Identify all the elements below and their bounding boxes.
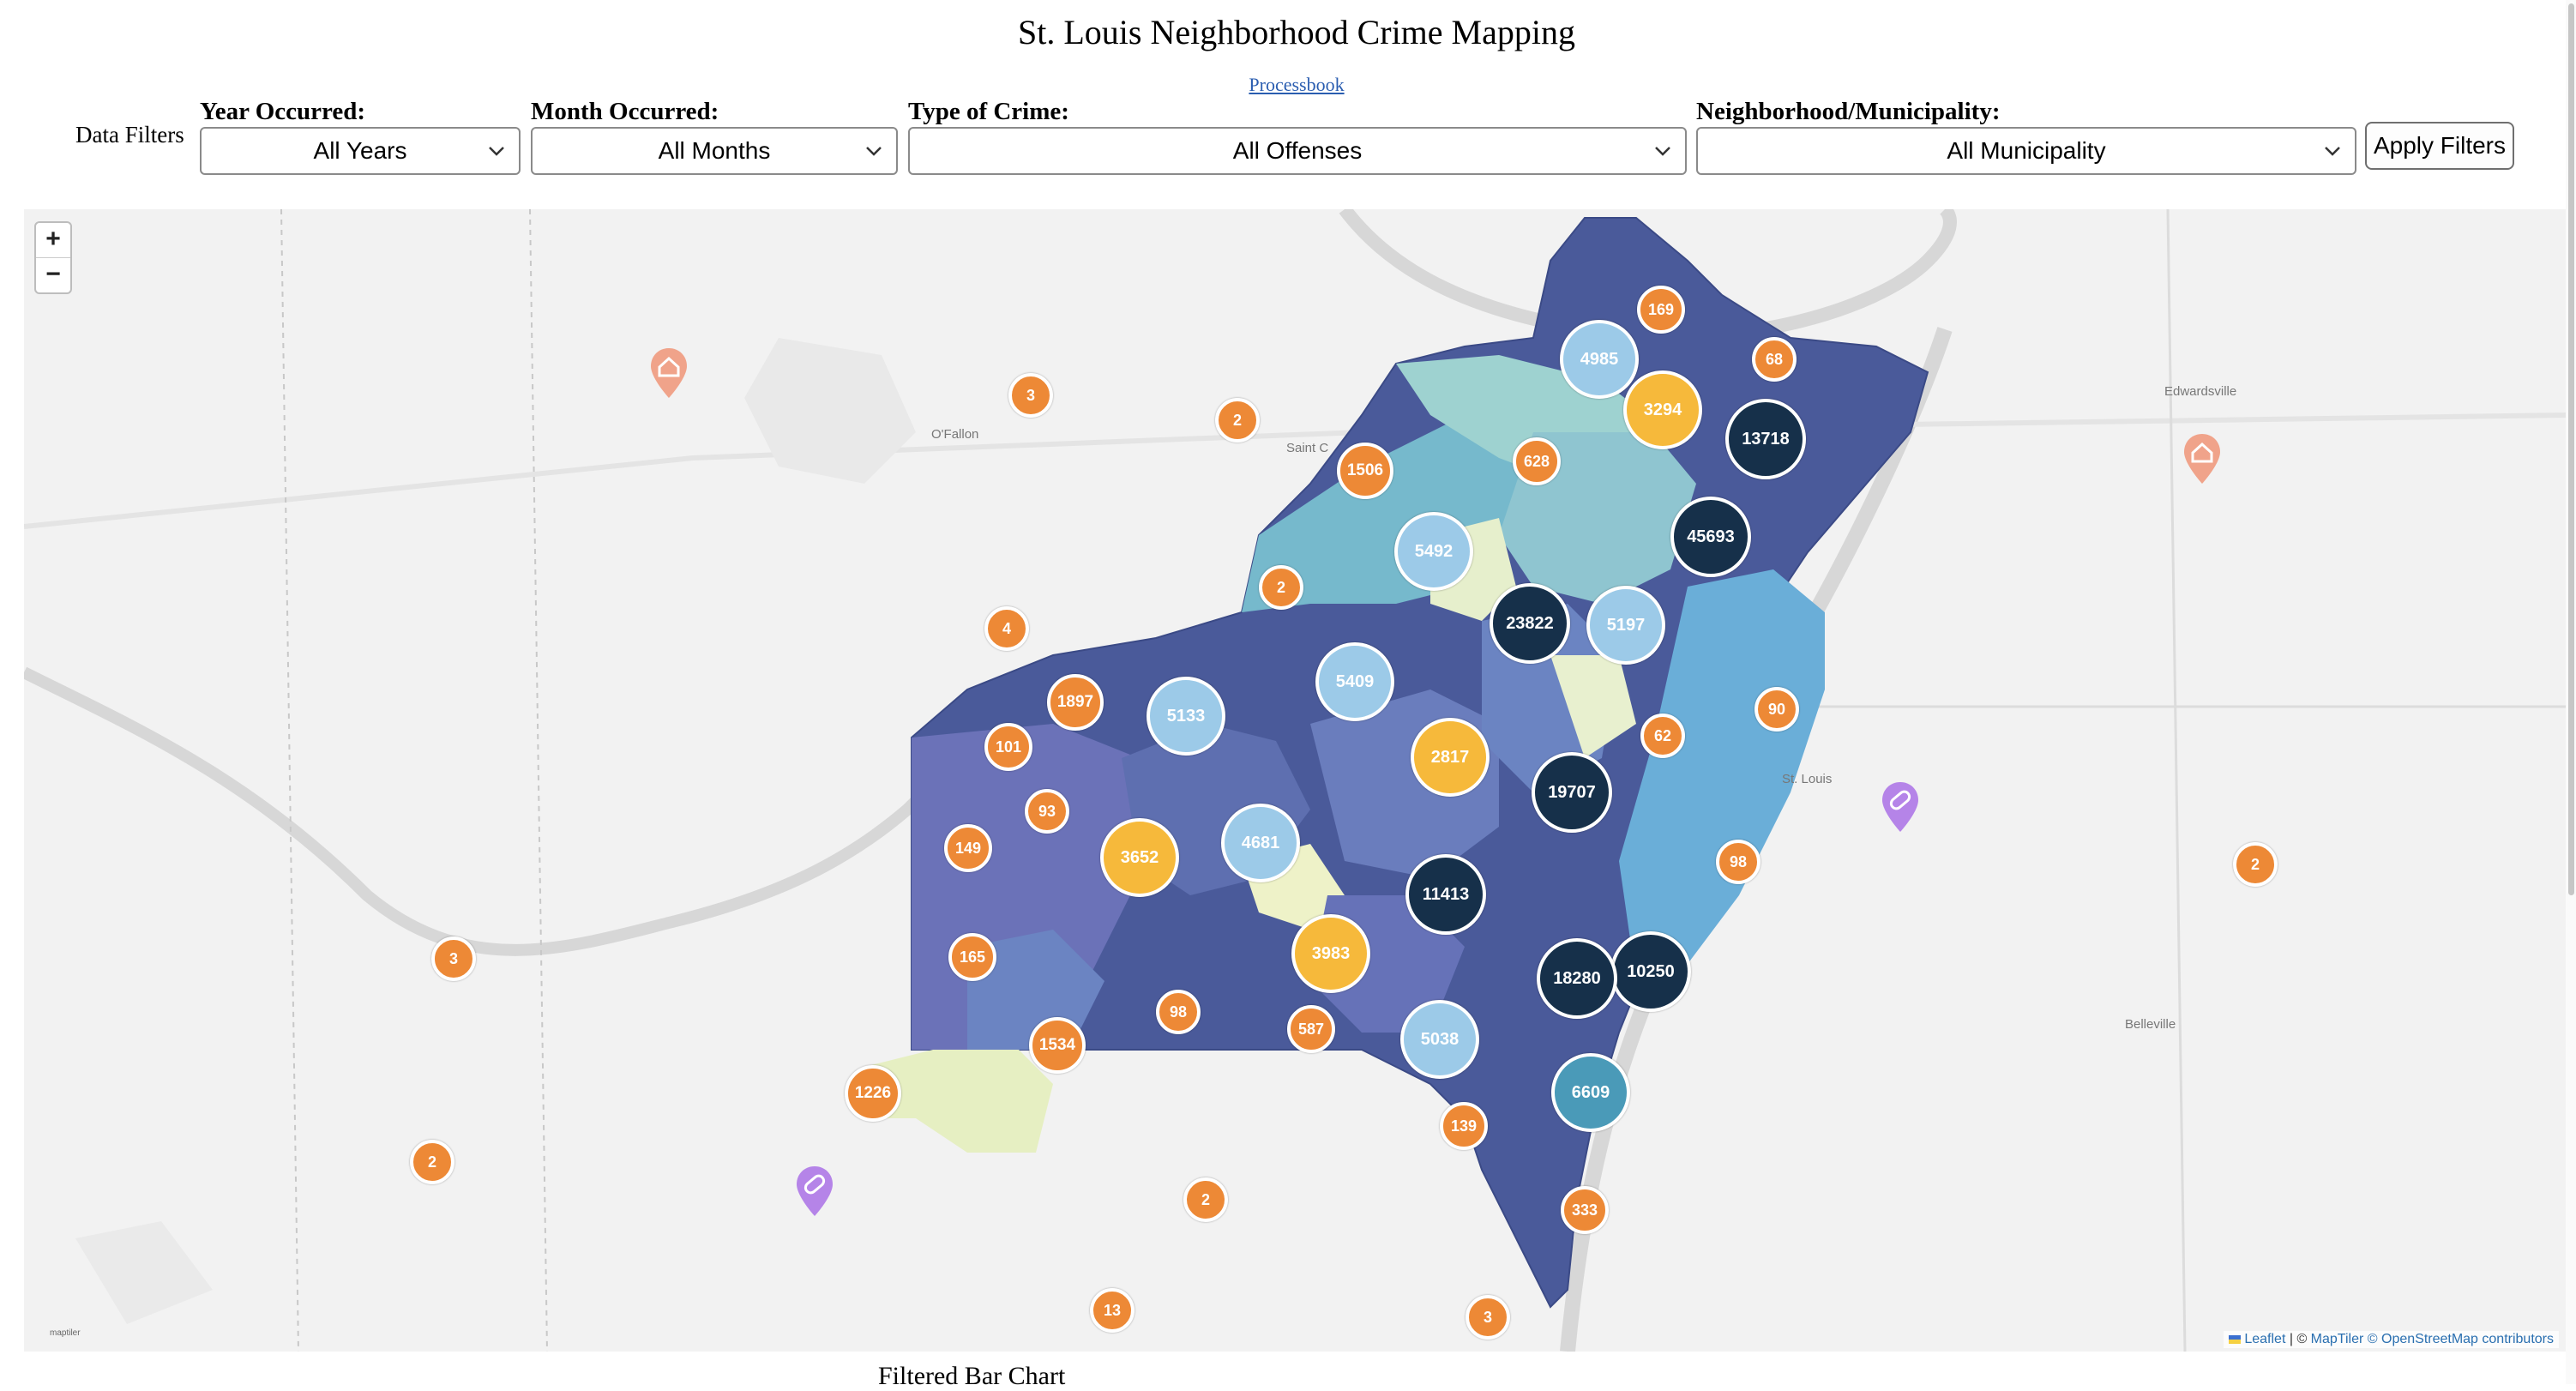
cluster-marker[interactable]: 2 [1259,565,1303,610]
apply-filters-button[interactable]: Apply Filters [2365,122,2514,170]
cluster-marker[interactable]: 19707 [1532,752,1612,833]
cluster-marker[interactable]: 2 [1183,1177,1228,1222]
town-label: Edwardsville [2164,384,2237,399]
filters-section-label: Data Filters [75,122,184,148]
cluster-marker[interactable]: 13 [1090,1288,1135,1333]
cluster-marker[interactable]: 13718 [1725,399,1806,479]
map-base-layer [24,209,2567,1352]
home-pin-icon [2184,434,2220,484]
town-label: Belleville [2125,1017,2176,1032]
cluster-marker[interactable]: 587 [1287,1005,1335,1053]
maptiler-link[interactable]: MapTiler [2310,1332,2364,1346]
cluster-marker[interactable]: 165 [948,933,996,981]
cluster-marker[interactable]: 62 [1640,714,1685,758]
neighborhood-select-value: All Municipality [1947,137,2106,164]
cluster-marker[interactable]: 4985 [1560,320,1639,399]
pill-pin-icon [797,1166,833,1216]
cluster-marker[interactable]: 5133 [1147,677,1225,756]
year-filter: Year Occurred: All Years [200,96,521,175]
month-filter: Month Occurred: All Months [531,96,898,175]
osm-link[interactable]: © OpenStreetMap contributors [2367,1332,2554,1346]
chevron-down-icon [489,147,504,156]
cluster-marker[interactable]: 333 [1561,1186,1609,1234]
cluster-marker[interactable]: 5409 [1315,642,1394,721]
cluster-marker[interactable]: 5492 [1394,512,1473,591]
cluster-marker[interactable]: 3 [431,936,476,981]
zoom-out-button[interactable]: − [45,260,61,288]
cluster-marker[interactable]: 3652 [1100,818,1179,897]
cluster-marker[interactable]: 1897 [1047,674,1104,731]
maptiler-logo: maptiler [50,1328,81,1338]
cluster-marker[interactable]: 2 [1215,398,1260,443]
leaflet-link[interactable]: Leaflet [2244,1332,2286,1346]
crime-type-filter-label: Type of Crime: [908,98,1069,125]
neighborhood-filter-label: Neighborhood/Municipality: [1696,98,2001,125]
cluster-marker[interactable]: 11413 [1405,854,1486,935]
town-label: Saint C [1286,441,1329,455]
page-title: St. Louis Neighborhood Crime Mapping [1018,13,1575,51]
chevron-down-icon [2325,147,2340,156]
cluster-marker[interactable]: 3 [1008,373,1053,418]
cluster-marker[interactable]: 5197 [1586,586,1665,665]
attribution-separator: | © [2285,1332,2311,1346]
year-select[interactable]: All Years [200,127,521,175]
cluster-marker[interactable]: 3294 [1623,370,1702,449]
town-label: O'Fallon [931,427,979,442]
month-select-value: All Months [658,137,771,164]
crime-map[interactable]: O'Fallon Saint C Edwardsville St. Louis … [24,209,2567,1352]
cluster-marker[interactable]: 98 [1156,990,1201,1034]
cluster-marker[interactable]: 90 [1754,687,1799,732]
crime-type-filter: Type of Crime: All Offenses [908,96,1687,175]
scrollbar-thumb[interactable] [2568,3,2574,895]
neighborhood-select[interactable]: All Municipality [1696,127,2356,175]
cluster-marker[interactable]: 139 [1440,1102,1488,1150]
home-pin-icon [651,348,687,398]
chevron-down-icon [1655,147,1670,156]
crime-type-select[interactable]: All Offenses [908,127,1687,175]
pill-pin-icon [1882,782,1918,832]
chevron-down-icon [866,147,882,156]
year-select-value: All Years [313,137,407,164]
cluster-marker[interactable]: 93 [1025,789,1069,834]
zoom-control: + − [34,221,72,294]
cluster-marker[interactable]: 2 [2233,842,2278,887]
cluster-marker[interactable]: 1534 [1029,1017,1086,1074]
neighborhood-filter: Neighborhood/Municipality: All Municipal… [1696,96,2356,175]
cluster-marker[interactable]: 98 [1716,840,1760,884]
crime-type-select-value: All Offenses [1232,137,1363,164]
cluster-marker[interactable]: 2817 [1411,718,1490,797]
ukraine-flag-icon [2228,1334,2241,1344]
bar-chart-heading: Filtered Bar Chart [878,1362,1066,1390]
page-scrollbar[interactable] [2566,0,2576,1384]
cluster-marker[interactable]: 1226 [845,1065,901,1122]
month-filter-label: Month Occurred: [531,98,719,125]
cluster-marker[interactable]: 4681 [1221,804,1300,882]
cluster-marker[interactable]: 1506 [1337,443,1393,499]
cluster-marker[interactable]: 23822 [1490,583,1570,664]
cluster-marker[interactable]: 3983 [1291,914,1370,993]
cluster-marker[interactable]: 4 [984,606,1029,651]
town-label: St. Louis [1782,772,1833,786]
cluster-marker[interactable]: 68 [1752,337,1797,382]
map-attribution: Leaflet | © MapTiler © OpenStreetMap con… [2223,1331,2559,1348]
cluster-marker[interactable]: 101 [984,723,1032,771]
processbook-link[interactable]: Processbook [1249,74,1345,95]
cluster-marker[interactable]: 149 [944,824,992,872]
cluster-marker[interactable]: 45693 [1670,497,1751,577]
cluster-marker[interactable]: 10250 [1610,931,1691,1012]
cluster-marker[interactable]: 6609 [1551,1053,1630,1132]
cluster-marker[interactable]: 2 [410,1140,454,1184]
year-filter-label: Year Occurred: [200,98,366,125]
month-select[interactable]: All Months [531,127,898,175]
cluster-marker[interactable]: 169 [1637,286,1685,334]
cluster-marker[interactable]: 5038 [1400,1000,1479,1079]
cluster-marker[interactable]: 628 [1513,437,1561,485]
zoom-in-button[interactable]: + [36,223,70,258]
cluster-marker[interactable]: 3 [1466,1295,1510,1340]
cluster-marker[interactable]: 18280 [1537,938,1617,1019]
